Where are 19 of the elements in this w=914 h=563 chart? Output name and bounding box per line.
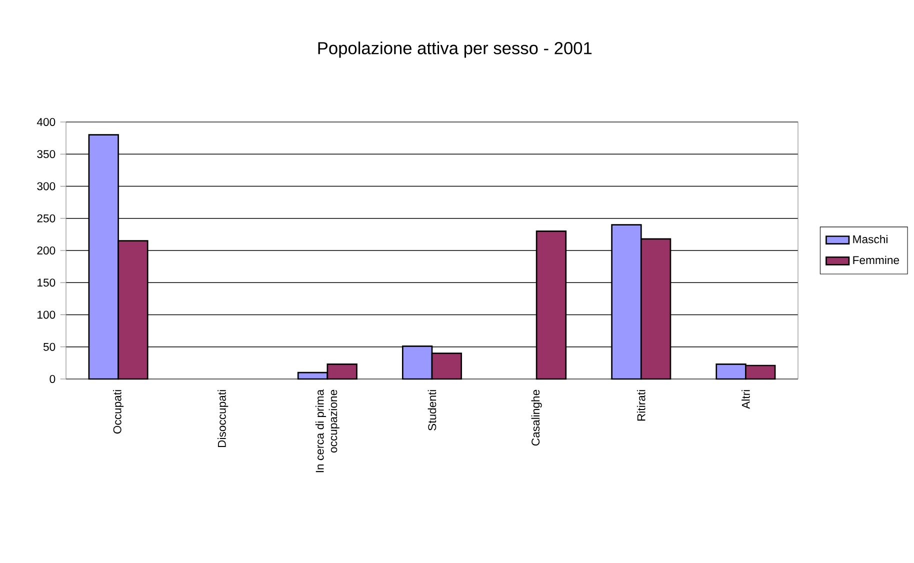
- x-tick-label: In cerca di prima occupazione: [315, 389, 340, 472]
- legend-label: Maschi: [853, 234, 888, 244]
- legend-label: Femmine: [853, 256, 900, 264]
- x-tick-label: Ritirati: [636, 390, 646, 421]
- y-tick-label: 400: [36, 118, 56, 126]
- x-tick-label: Studenti: [428, 390, 436, 430]
- y-tick-label: 100: [38, 310, 56, 319]
- x-tick-label: Disoccupati: [218, 390, 228, 448]
- y-tick-label: 200: [37, 246, 56, 254]
- x-tick-label: Casalinghe: [531, 390, 542, 446]
- chart-title: Popolazione attiva per sesso - 2001: [318, 42, 592, 58]
- x-tick-label: Altri: [742, 390, 750, 409]
- y-tick-label: 150: [38, 278, 56, 287]
- y-tick-label: 250: [37, 214, 56, 222]
- x-tick-label: Occupati: [113, 390, 124, 434]
- y-tick-label: 0: [50, 374, 56, 383]
- y-tick-label: 50: [43, 342, 56, 351]
- y-tick-label: 300: [37, 182, 56, 190]
- y-tick-label: 350: [37, 150, 56, 158]
